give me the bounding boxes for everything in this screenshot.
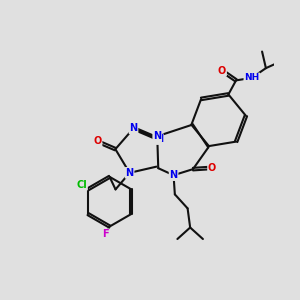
Text: O: O bbox=[93, 136, 102, 146]
Text: O: O bbox=[218, 66, 226, 76]
Text: NH: NH bbox=[244, 73, 260, 82]
Text: F: F bbox=[102, 229, 109, 239]
Text: O: O bbox=[208, 163, 216, 173]
Text: N: N bbox=[125, 168, 134, 178]
Text: N: N bbox=[155, 134, 163, 144]
Text: N: N bbox=[153, 131, 161, 141]
Text: Cl: Cl bbox=[76, 180, 87, 190]
Text: N: N bbox=[169, 170, 178, 180]
Text: N: N bbox=[129, 123, 138, 133]
